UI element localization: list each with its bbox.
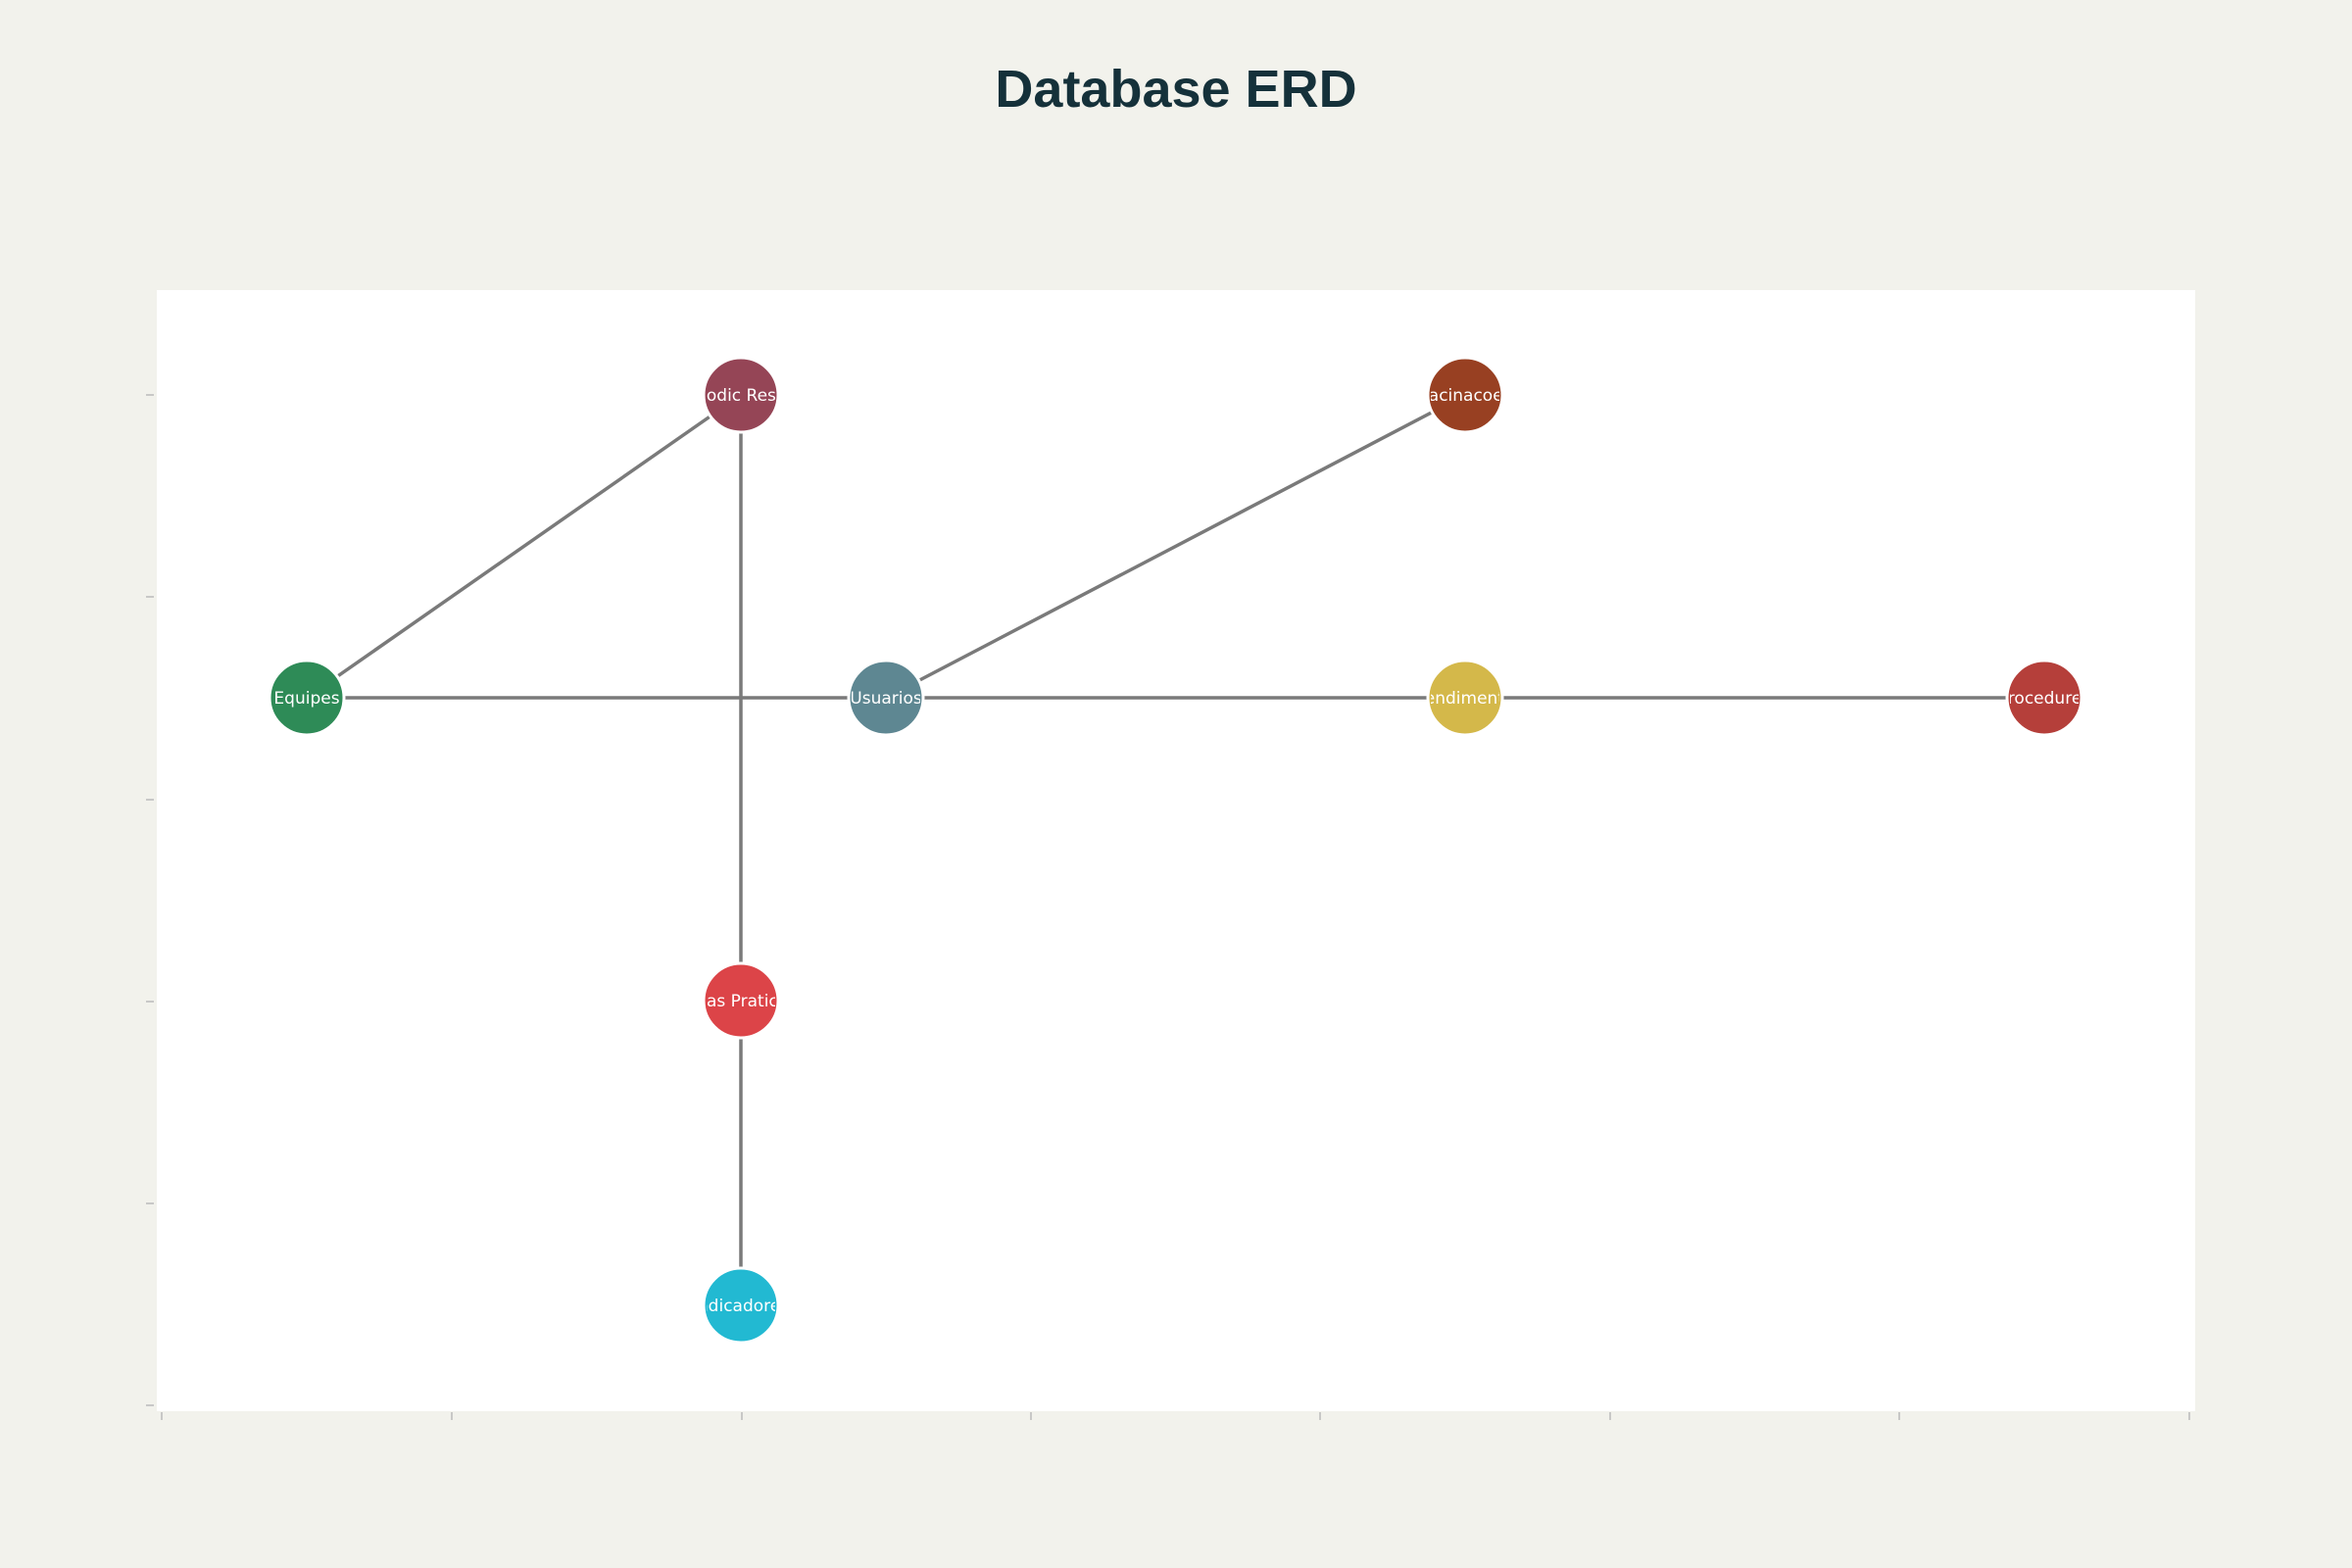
node-circle: [2005, 659, 2083, 737]
edges-layer: [305, 393, 2044, 1305]
node-label: Usuarios: [850, 689, 922, 709]
node-usuarios[interactable]: Usuarios: [847, 659, 925, 737]
node-label: Boas Praticas: [685, 992, 797, 1011]
node-label: Vacinacoes: [1418, 386, 1511, 406]
node-label: Indicadores: [693, 1297, 789, 1316]
node-circle: [702, 1266, 780, 1345]
node-equipes[interactable]: Equipes: [268, 659, 346, 737]
node-circle: [702, 961, 780, 1040]
edge-usuarios-vacinacoes: [885, 393, 1466, 700]
node-circle: [847, 659, 925, 737]
node-label: Atendimentos: [1407, 689, 1524, 709]
node-label: Equipes: [273, 689, 339, 709]
node-circle: [702, 356, 780, 434]
node-atendimentos[interactable]: Atendimentos: [1407, 659, 1524, 737]
page-title: Database ERD: [995, 60, 1357, 119]
node-periodic-results[interactable]: Periodic Results: [675, 356, 807, 434]
nodes-layer: Equipes Usuarios Atendimentos Procedures Per…: [268, 356, 2090, 1345]
node-procedures[interactable]: Procedures: [1998, 659, 2090, 737]
node-boas-praticas[interactable]: Boas Praticas: [685, 961, 797, 1040]
node-indicadores[interactable]: Indicadores: [693, 1266, 789, 1345]
node-circle: [268, 659, 346, 737]
plot-area: [157, 290, 2195, 1411]
node-circle: [1426, 356, 1504, 434]
node-label: Periodic Results: [675, 386, 807, 406]
node-vacinacoes[interactable]: Vacinacoes: [1418, 356, 1511, 434]
node-label: Procedures: [1998, 689, 2090, 709]
axis-ticks: [146, 394, 2190, 1420]
node-circle: [1426, 659, 1504, 737]
edge-equipes-periodic-results: [305, 393, 743, 700]
